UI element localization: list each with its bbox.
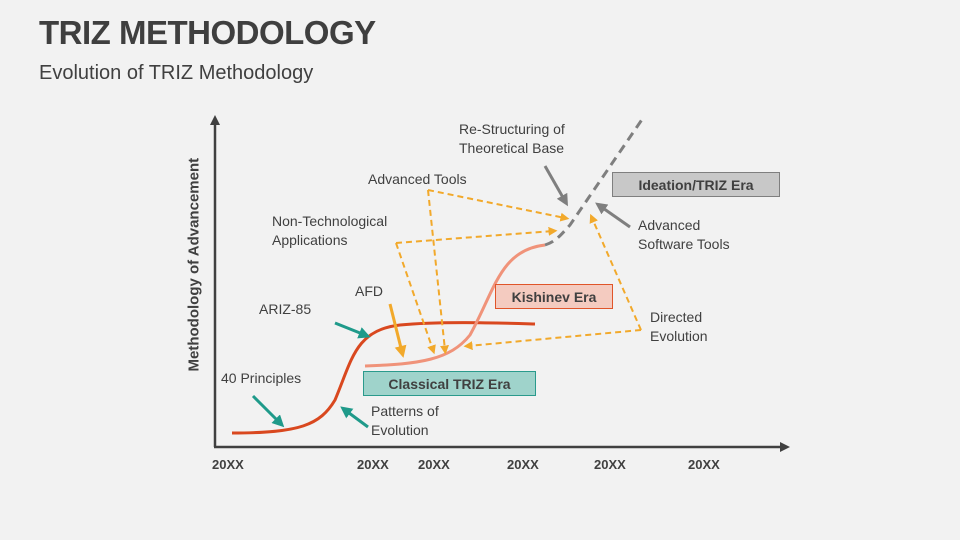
non-tech-line2: Applications — [272, 232, 348, 248]
ideation-curve — [544, 117, 645, 247]
afd-arrow — [388, 303, 407, 358]
adv-software-label: Advanced Software Tools — [638, 216, 730, 254]
advanced-tools-arrow-right — [427, 189, 570, 222]
directed-arrow-left — [463, 329, 642, 351]
restructuring-line1: Re-Structuring of — [459, 121, 565, 137]
y-axis-label: Methodology of Advancement — [185, 157, 203, 372]
forty-principles-arrow — [251, 394, 285, 428]
classical-era-label: Classical TRIZ Era — [388, 375, 511, 392]
forty-principles-label: 40 Principles — [221, 370, 302, 386]
x-tick-3: 20XX — [418, 457, 450, 472]
classical-era-box: Classical TRIZ Era — [363, 371, 536, 396]
non-tech-arrow-right — [395, 226, 558, 244]
kishinev-era-label: Kishinev Era — [511, 288, 597, 305]
patterns-line1: Patterns of — [371, 403, 439, 419]
advanced-tools-arrow-down — [427, 189, 449, 355]
ariz-label: ARIZ-85 — [259, 301, 312, 317]
afd-label: AFD — [355, 283, 383, 299]
x-tick-5: 20XX — [594, 457, 626, 472]
directed-line1: Directed — [650, 309, 703, 325]
directed-label: Directed Evolution — [650, 308, 708, 346]
kishinev-curve — [364, 243, 546, 368]
ariz-arrow — [334, 321, 371, 339]
adv-software-line2: Software Tools — [638, 236, 730, 252]
non-tech-label: Non-Technological Applications — [272, 212, 387, 250]
restructuring-label: Re-Structuring of Theoretical Base — [459, 120, 565, 158]
classical-curve — [231, 321, 536, 435]
ideation-era-label: Ideation/TRIZ Era — [638, 176, 754, 193]
directed-arrow-up — [589, 213, 642, 331]
adv-software-arrow — [595, 202, 631, 229]
restructuring-arrow — [543, 165, 568, 207]
ideation-era-box: Ideation/TRIZ Era — [612, 172, 780, 197]
non-tech-line1: Non-Technological — [272, 213, 388, 229]
adv-software-line1: Advanced — [638, 217, 701, 233]
restructuring-line2: Theoretical Base — [459, 140, 565, 156]
non-tech-arrow-down — [395, 242, 436, 355]
patterns-line2: Evolution — [371, 422, 429, 438]
advanced-tools-label: Advanced Tools — [368, 171, 467, 187]
patterns-arrow — [340, 406, 369, 429]
x-tick-2: 20XX — [357, 457, 389, 472]
x-tick-6: 20XX — [688, 457, 720, 472]
patterns-label: Patterns of Evolution — [371, 402, 439, 440]
x-tick-1: 20XX — [212, 457, 244, 472]
directed-line2: Evolution — [650, 328, 708, 344]
page-subtitle: Evolution of TRIZ Methodology — [39, 62, 314, 84]
page-title: TRIZ METHODOLOGY — [39, 14, 376, 51]
kishinev-era-box: Kishinev Era — [495, 284, 613, 309]
x-tick-4: 20XX — [507, 457, 539, 472]
